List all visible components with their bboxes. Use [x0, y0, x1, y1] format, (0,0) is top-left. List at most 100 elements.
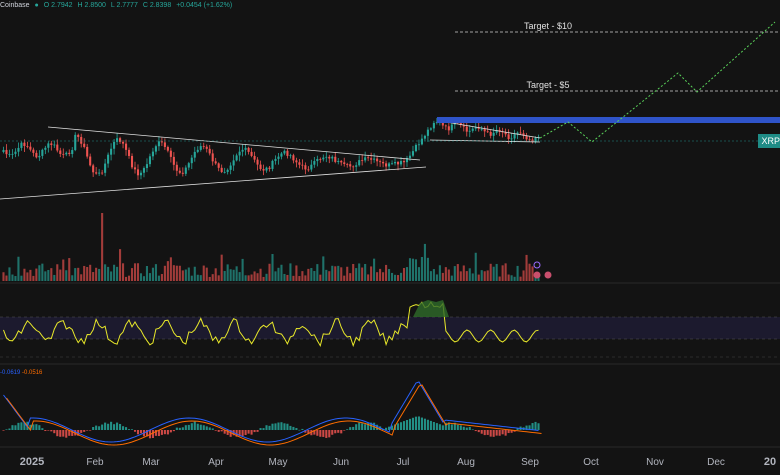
- candle-body: [522, 133, 525, 136]
- macd-bar: [516, 428, 519, 430]
- macd-bar: [462, 426, 465, 430]
- candle-body: [151, 151, 154, 157]
- candle-body: [187, 163, 190, 168]
- candle-body: [391, 163, 394, 165]
- volume-bar: [235, 266, 238, 281]
- macd-bar: [211, 428, 214, 430]
- volume-bar: [38, 265, 41, 281]
- volume-bar: [334, 266, 337, 281]
- macd-bar: [271, 423, 274, 430]
- volume-bar: [53, 274, 56, 281]
- volume-bar: [355, 268, 358, 281]
- candle-body: [133, 167, 137, 170]
- target-label: Target - $5: [526, 80, 569, 90]
- candle-body: [477, 127, 480, 129]
- candle-body: [432, 122, 435, 129]
- volume-bar: [465, 271, 468, 281]
- macd-bar: [190, 423, 193, 430]
- candle-body: [516, 132, 519, 135]
- macd-bar: [127, 429, 131, 430]
- candle-body: [44, 147, 47, 150]
- earnings-icon: [544, 271, 552, 279]
- volume-bar: [307, 268, 310, 281]
- volume-bar: [127, 275, 131, 281]
- macd-bar: [402, 421, 406, 430]
- macd-bar: [50, 430, 53, 432]
- candle-body: [492, 132, 495, 136]
- volume-bar: [528, 263, 531, 281]
- candle-body: [334, 156, 337, 162]
- volume-bar: [280, 264, 283, 281]
- candle-body: [510, 138, 513, 140]
- volume-bar: [402, 268, 406, 281]
- candle-body: [169, 150, 172, 157]
- macd-bar: [172, 430, 175, 432]
- volume-bar: [98, 268, 101, 281]
- macd-bar: [119, 423, 122, 430]
- volume-bar: [166, 261, 169, 281]
- volume-bar: [223, 270, 226, 281]
- macd-bar: [471, 429, 474, 431]
- volume-bar: [89, 264, 92, 281]
- candle-body: [328, 156, 331, 159]
- candle-body: [295, 160, 298, 163]
- macd-bar: [444, 422, 447, 430]
- volume-bar: [193, 266, 196, 281]
- candle-body: [229, 165, 232, 170]
- volume-bar: [154, 264, 157, 281]
- macd-bar: [220, 430, 223, 432]
- volume-bar: [489, 263, 492, 281]
- candle-body: [190, 157, 193, 164]
- volume-bar: [522, 270, 525, 281]
- volume-bar: [247, 275, 250, 281]
- volume-pane: [2, 213, 552, 281]
- macd-bar: [367, 423, 370, 430]
- volume-bar: [447, 269, 450, 281]
- candle-body: [489, 131, 492, 136]
- macd-bar: [453, 422, 456, 430]
- macd-bar: [525, 425, 528, 430]
- macd-bar: [438, 424, 441, 430]
- volume-bar: [379, 268, 382, 281]
- candle-body: [486, 131, 489, 133]
- volume-bar: [83, 265, 86, 281]
- macd-bar: [226, 430, 229, 435]
- macd-bar: [241, 430, 244, 437]
- volume-bar: [477, 274, 480, 281]
- candle-body: [38, 155, 41, 158]
- candle-body: [307, 169, 310, 171]
- macd-bar: [355, 424, 358, 430]
- change-value: +0.0454 (+1.62%): [176, 2, 233, 9]
- candle-body: [399, 161, 403, 165]
- volume-bar: [471, 273, 474, 281]
- volume-bar: [190, 275, 193, 281]
- volume-bar: [349, 273, 352, 281]
- candle-body: [83, 143, 86, 147]
- volume-bar: [519, 276, 522, 281]
- candle-body: [77, 134, 80, 137]
- macd-bar: [325, 430, 328, 438]
- volume-bar: [157, 275, 160, 281]
- volume-bar: [429, 271, 432, 281]
- candle-body: [193, 151, 196, 158]
- candle-body: [98, 172, 101, 174]
- volume-bar: [373, 258, 376, 281]
- volume-bar: [531, 266, 534, 281]
- volume-bar: [229, 269, 232, 281]
- volume-bar: [435, 274, 438, 281]
- candle-body: [462, 125, 465, 127]
- candle-body: [166, 146, 169, 151]
- candle-body: [358, 160, 361, 166]
- volume-bar: [104, 264, 107, 281]
- macd-bar: [259, 428, 262, 430]
- volume-bar: [328, 271, 331, 281]
- candle-body: [286, 150, 289, 156]
- candle-body: [2, 149, 5, 152]
- macd-bar: [417, 416, 420, 430]
- candle-body: [271, 160, 274, 169]
- macd-bar: [489, 430, 492, 437]
- candle-body: [268, 167, 271, 169]
- volume-bar: [292, 275, 295, 281]
- volume-bar: [178, 265, 181, 281]
